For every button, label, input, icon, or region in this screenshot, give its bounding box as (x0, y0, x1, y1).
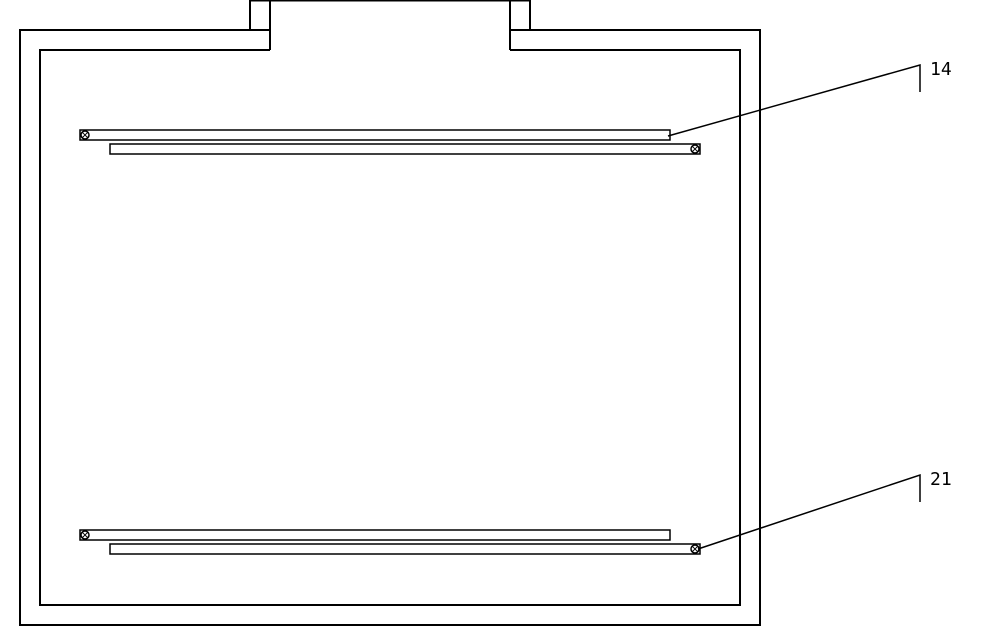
slot-upper-0 (80, 130, 670, 140)
inner-housing (40, 50, 740, 605)
label-14: 14 (930, 59, 952, 80)
leader-14 (668, 65, 920, 136)
slot-lower-0 (110, 144, 700, 154)
outer-housing (20, 30, 760, 625)
slot-lower-1 (110, 544, 700, 554)
leader-21 (698, 475, 920, 549)
slot-upper-1 (80, 530, 670, 540)
label-21: 21 (930, 469, 952, 490)
diagram-canvas: 14 21 (0, 0, 1000, 638)
